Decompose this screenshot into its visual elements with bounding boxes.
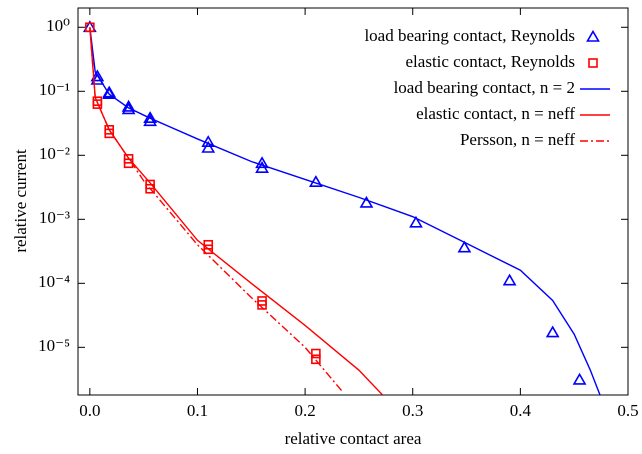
marker [143,114,158,127]
legend-label: load bearing contact, Reynolds [364,26,575,45]
marker [255,156,269,169]
y-tick-label: 10⁻¹ [39,80,70,99]
x-tick-label: 0.0 [79,401,100,420]
x-tick-label: 0.1 [187,401,208,420]
marker [203,244,214,255]
marker [311,354,321,365]
legend-label: elastic contact, n = neff [416,104,575,123]
marker [409,215,423,228]
x-tick-label: 0.4 [510,401,532,420]
marker [588,58,598,68]
y-tick-label: 10⁻³ [39,208,70,227]
marker [545,325,560,338]
marker [586,29,600,42]
marker [257,300,267,310]
plot-frame [77,7,629,396]
legend-label: Persson, n = neff [460,130,575,149]
marker [502,273,517,286]
y-axis-label: relative current [11,149,30,253]
marker [359,195,374,208]
line [89,27,344,393]
y-tick-label: 10⁻⁴ [38,272,70,291]
marker [201,140,216,153]
y-tick-label: 10⁻² [39,144,70,163]
line [89,27,601,395]
legend-label: elastic contact, Reynolds [406,52,575,71]
legend-label: load bearing contact, n = 2 [394,78,575,97]
x-tick-label: 0.5 [617,401,638,420]
marker [201,135,216,148]
plot-area [82,20,601,395]
marker [572,372,587,385]
marker [255,161,269,173]
x-axis-label: relative contact area [285,429,422,448]
x-tick-label: 0.3 [402,401,423,420]
y-tick-label: 10⁰ [46,16,70,35]
y-tick-label: 10⁻⁵ [38,336,70,355]
marker [102,87,117,100]
marker [311,348,321,359]
x-tick-label: 0.2 [294,401,315,420]
marker [90,69,105,82]
marker [457,240,472,253]
marker [92,99,103,109]
line [89,27,384,395]
